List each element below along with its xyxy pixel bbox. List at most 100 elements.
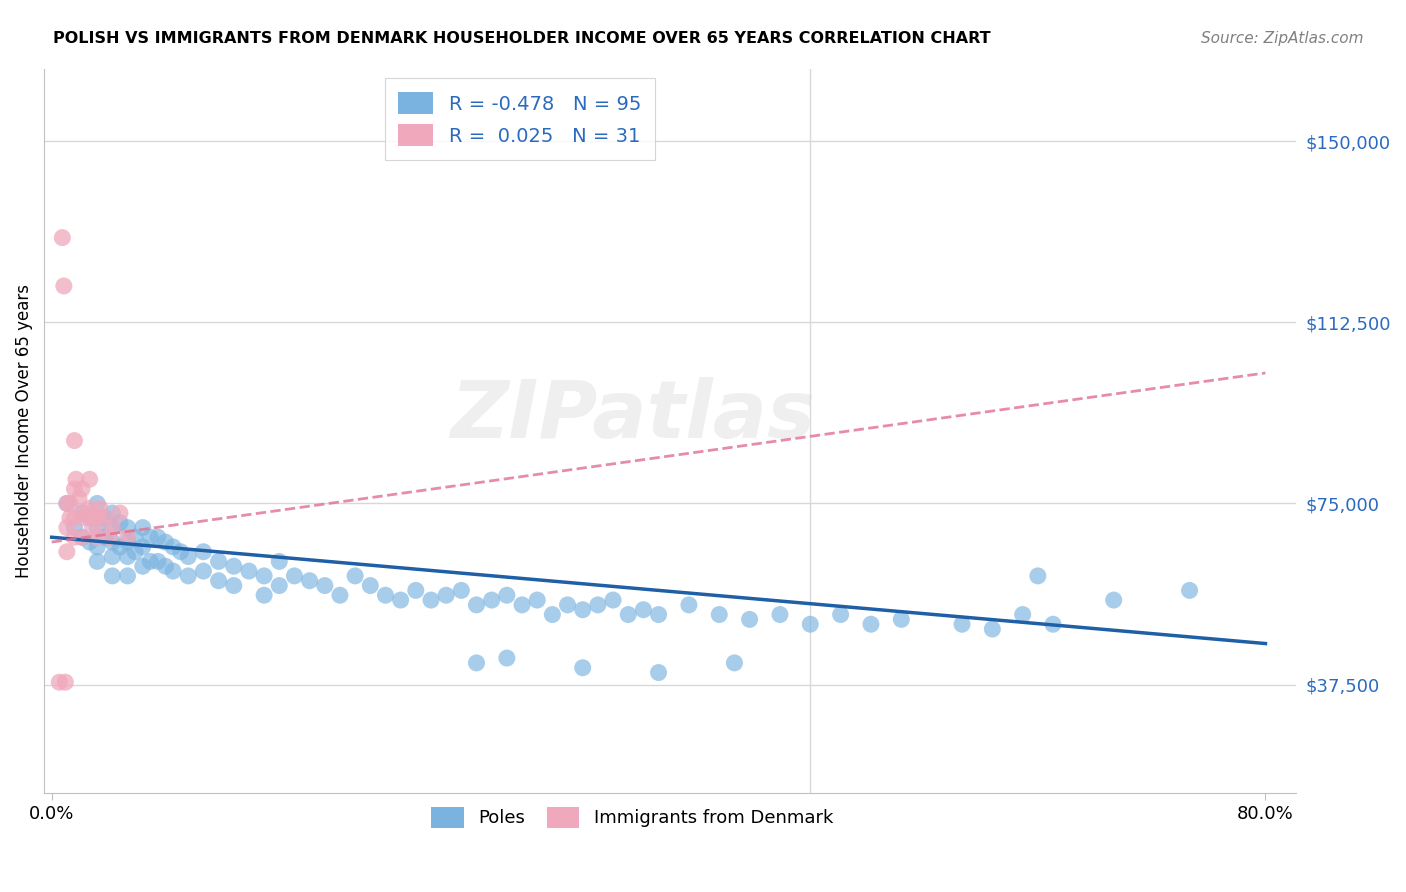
Point xyxy=(63,511,86,525)
Point xyxy=(94,530,117,544)
Point xyxy=(101,506,124,520)
Point xyxy=(169,545,191,559)
Point xyxy=(132,559,155,574)
Point xyxy=(510,598,533,612)
Point xyxy=(67,491,90,506)
Point xyxy=(193,564,215,578)
Point xyxy=(108,516,131,530)
Point xyxy=(557,598,579,612)
Point xyxy=(238,564,260,578)
Point xyxy=(434,588,457,602)
Point xyxy=(82,520,104,534)
Point xyxy=(1011,607,1033,622)
Point xyxy=(1178,583,1201,598)
Point xyxy=(75,506,97,520)
Point xyxy=(1042,617,1064,632)
Text: ZIPatlas: ZIPatlas xyxy=(450,377,815,456)
Point xyxy=(769,607,792,622)
Point xyxy=(117,549,139,564)
Point xyxy=(253,569,276,583)
Point xyxy=(124,545,146,559)
Point xyxy=(162,540,184,554)
Point xyxy=(86,554,108,568)
Point xyxy=(63,520,86,534)
Point xyxy=(571,661,593,675)
Point xyxy=(70,530,93,544)
Point xyxy=(86,520,108,534)
Point xyxy=(65,472,87,486)
Point xyxy=(89,501,111,516)
Point xyxy=(283,569,305,583)
Point xyxy=(950,617,973,632)
Point xyxy=(79,501,101,516)
Point xyxy=(117,569,139,583)
Point xyxy=(617,607,640,622)
Point xyxy=(70,511,93,525)
Point xyxy=(799,617,821,632)
Point xyxy=(647,665,669,680)
Point xyxy=(269,578,291,592)
Point xyxy=(269,554,291,568)
Point xyxy=(51,230,73,244)
Point xyxy=(139,530,162,544)
Point xyxy=(86,496,108,510)
Point xyxy=(108,540,131,554)
Point xyxy=(723,656,745,670)
Point xyxy=(207,554,229,568)
Point xyxy=(94,511,117,525)
Point xyxy=(222,578,245,592)
Point xyxy=(79,472,101,486)
Point xyxy=(63,482,86,496)
Point xyxy=(63,434,86,448)
Point xyxy=(586,598,609,612)
Legend: Poles, Immigrants from Denmark: Poles, Immigrants from Denmark xyxy=(425,800,841,835)
Point xyxy=(132,540,155,554)
Point xyxy=(59,496,82,510)
Point xyxy=(602,593,624,607)
Point xyxy=(1102,593,1125,607)
Point xyxy=(329,588,352,602)
Point xyxy=(56,496,79,510)
Point xyxy=(222,559,245,574)
Point xyxy=(709,607,731,622)
Point xyxy=(193,545,215,559)
Point xyxy=(63,530,86,544)
Point xyxy=(162,564,184,578)
Point xyxy=(859,617,882,632)
Point xyxy=(981,622,1004,636)
Point xyxy=(155,559,177,574)
Point xyxy=(465,598,488,612)
Point xyxy=(70,506,93,520)
Point xyxy=(56,496,79,510)
Point xyxy=(56,520,79,534)
Point xyxy=(633,603,655,617)
Point xyxy=(70,530,93,544)
Point xyxy=(830,607,852,622)
Point xyxy=(52,279,75,293)
Point xyxy=(146,554,169,568)
Point xyxy=(83,511,105,525)
Point xyxy=(101,520,124,534)
Point xyxy=(890,612,912,626)
Point xyxy=(59,511,82,525)
Point xyxy=(155,535,177,549)
Point xyxy=(541,607,564,622)
Point xyxy=(98,530,121,544)
Point xyxy=(139,554,162,568)
Point xyxy=(738,612,761,626)
Point xyxy=(101,569,124,583)
Point xyxy=(359,578,381,592)
Point xyxy=(207,574,229,588)
Point xyxy=(465,656,488,670)
Y-axis label: Householder Income Over 65 years: Householder Income Over 65 years xyxy=(15,284,32,578)
Point xyxy=(79,535,101,549)
Point xyxy=(450,583,472,598)
Point xyxy=(405,583,427,598)
Point xyxy=(53,675,76,690)
Point xyxy=(177,549,200,564)
Point xyxy=(101,535,124,549)
Point xyxy=(94,511,117,525)
Point xyxy=(132,520,155,534)
Point xyxy=(101,520,124,534)
Point xyxy=(79,511,101,525)
